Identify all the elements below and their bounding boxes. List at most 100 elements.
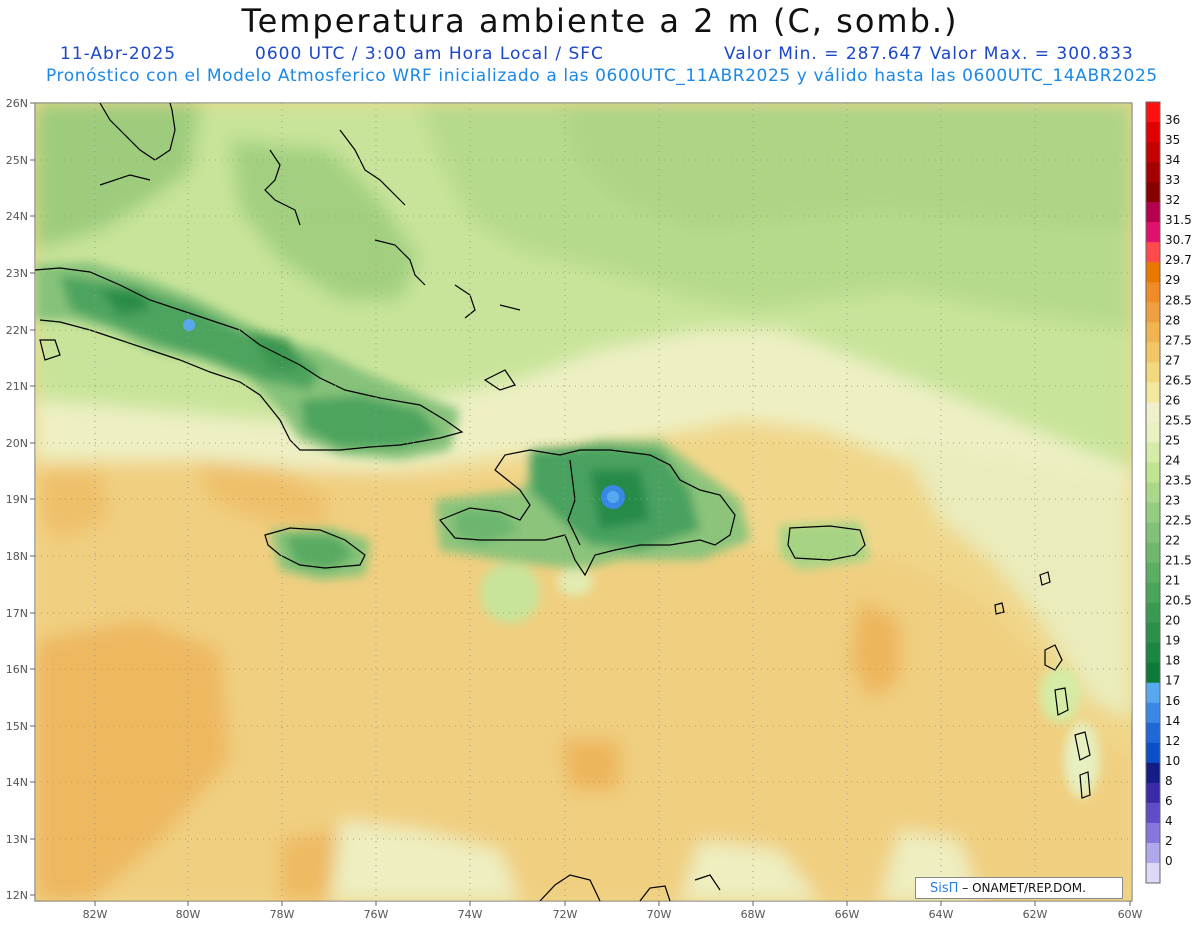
colorbar-label: 34 <box>1165 153 1180 167</box>
colorbar-swatch <box>1146 202 1160 223</box>
coastlines <box>35 103 1091 901</box>
colorbar-label: 19 <box>1165 634 1180 648</box>
lat-label: 13N <box>6 833 28 846</box>
colorbar-label: 21 <box>1165 574 1180 588</box>
colorbar-label: 27.5 <box>1165 333 1192 347</box>
colorbar-label: 20 <box>1165 614 1180 628</box>
colorbar-label: 22.5 <box>1165 514 1192 528</box>
sispi-logo: SisΠ <box>930 881 959 896</box>
colorbar-label: 25 <box>1165 433 1180 447</box>
colorbar-label: 30.7 <box>1165 233 1192 247</box>
colorbar-label: 33 <box>1165 173 1180 187</box>
colorbar-label: 29 <box>1165 273 1180 287</box>
colorbar-swatch <box>1146 682 1160 704</box>
colorbar-swatch <box>1146 462 1160 483</box>
lon-label: 76W <box>364 908 389 921</box>
colorbar-label: 26.5 <box>1165 373 1192 387</box>
lon-label: 78W <box>270 908 295 921</box>
colorbar-swatch <box>1146 302 1160 323</box>
lat-label: 14N <box>6 776 28 789</box>
colorbar-swatch <box>1146 382 1160 403</box>
lon-label: 66W <box>835 908 860 921</box>
colorbar-label: 27 <box>1165 353 1180 367</box>
colorbar-label: 25.5 <box>1165 413 1192 427</box>
lat-label: 23N <box>6 267 28 280</box>
lat-label: 22N <box>6 324 28 337</box>
colorbar-label: 12 <box>1165 734 1180 748</box>
longitude-labels: 82W 80W 78W 76W 74W 72W 70W 68W 66W 64W … <box>83 908 1143 921</box>
colorbar-label: 32 <box>1165 193 1180 207</box>
colorbar-swatch <box>1146 482 1160 503</box>
colorbar-label: 28.5 <box>1165 293 1192 307</box>
lat-label: 16N <box>6 663 28 676</box>
lon-label: 68W <box>741 908 766 921</box>
colorbar-swatch <box>1146 402 1160 423</box>
lon-label: 74W <box>458 908 483 921</box>
colorbar-swatch <box>1146 162 1160 183</box>
colorbar-label: 0 <box>1165 854 1173 868</box>
lon-label: 80W <box>176 908 201 921</box>
colorbar-label: 22 <box>1165 534 1180 548</box>
colorbar-label: 17 <box>1165 674 1180 688</box>
lat-label: 26N <box>6 97 28 110</box>
colorbar-frame <box>1145 101 1161 884</box>
colorbar-swatch <box>1146 322 1160 343</box>
lon-label: 72W <box>553 908 578 921</box>
colorbar-swatch <box>1146 282 1160 303</box>
lat-label: 15N <box>6 720 28 733</box>
colorbar-swatch <box>1146 722 1160 744</box>
lat-label: 25N <box>6 154 28 167</box>
colorbar-swatch <box>1146 542 1160 563</box>
colorbar-swatch <box>1146 102 1160 123</box>
colorbar-swatch <box>1146 622 1160 643</box>
colorbar-swatch <box>1146 742 1160 764</box>
colorbar-swatch <box>1146 142 1160 163</box>
lon-label: 64W <box>929 908 954 921</box>
colorbar-label: 23.5 <box>1165 473 1192 487</box>
colorbar-swatch <box>1146 642 1160 664</box>
colorbar-label: 31.5 <box>1165 213 1192 227</box>
colorbar-label: 6 <box>1165 794 1173 808</box>
latitude-labels: 26N 25N 24N 23N 22N 21N 20N 19N 18N 17N … <box>6 97 28 902</box>
colorbar-swatch <box>1146 122 1160 143</box>
lat-label: 19N <box>6 493 28 506</box>
colorbar-label: 14 <box>1165 714 1180 728</box>
colorbar-label: 18 <box>1165 654 1180 668</box>
colorbar-label: 8 <box>1165 774 1173 788</box>
colorbar-swatch <box>1146 762 1160 784</box>
colorbar-swatch <box>1146 242 1160 263</box>
lat-label: 17N <box>6 607 28 620</box>
model-info: Pronóstico con el Modelo Atmosferico WRF… <box>46 66 1158 86</box>
colorbar-label: 23 <box>1165 494 1180 508</box>
colorbar-swatch <box>1146 262 1160 283</box>
lat-label: 12N <box>6 889 28 902</box>
map-title: Temperatura ambiente a 2 m (C, somb.) <box>241 2 959 40</box>
lon-label: 62W <box>1023 908 1048 921</box>
colorbar-swatch <box>1146 522 1160 543</box>
colorbar-legend: 363534333231.530.729.72928.52827.52726.5… <box>1145 101 1192 884</box>
colorbar-label: 28 <box>1165 313 1180 327</box>
cold-spot-cuba <box>183 319 195 331</box>
colorbar-swatch <box>1146 222 1160 243</box>
lat-label: 18N <box>6 550 28 563</box>
credit-box: SisΠ – ONAMET/REP.DOM. <box>915 877 1123 899</box>
colorbar-swatch <box>1146 422 1160 443</box>
colorbar-label: 21.5 <box>1165 554 1192 568</box>
lat-label: 20N <box>6 437 28 450</box>
colorbar-label: 24 <box>1165 453 1180 467</box>
colorbar-label: 29.7 <box>1165 253 1192 267</box>
credit-text: – ONAMET/REP.DOM. <box>962 881 1086 895</box>
colorbar-label: 16 <box>1165 694 1180 708</box>
lon-label: 82W <box>83 908 108 921</box>
colorbar-swatch <box>1146 862 1160 884</box>
colorbar-swatch <box>1146 822 1160 844</box>
forecast-date: 11-Abr-2025 <box>60 44 177 64</box>
colorbar-swatch <box>1146 362 1160 383</box>
colorbar-label: 2 <box>1165 834 1173 848</box>
colorbar-swatch <box>1146 182 1160 203</box>
colorbar-swatch <box>1146 442 1160 463</box>
lat-label: 21N <box>6 380 28 393</box>
colorbar-swatch <box>1146 342 1160 363</box>
